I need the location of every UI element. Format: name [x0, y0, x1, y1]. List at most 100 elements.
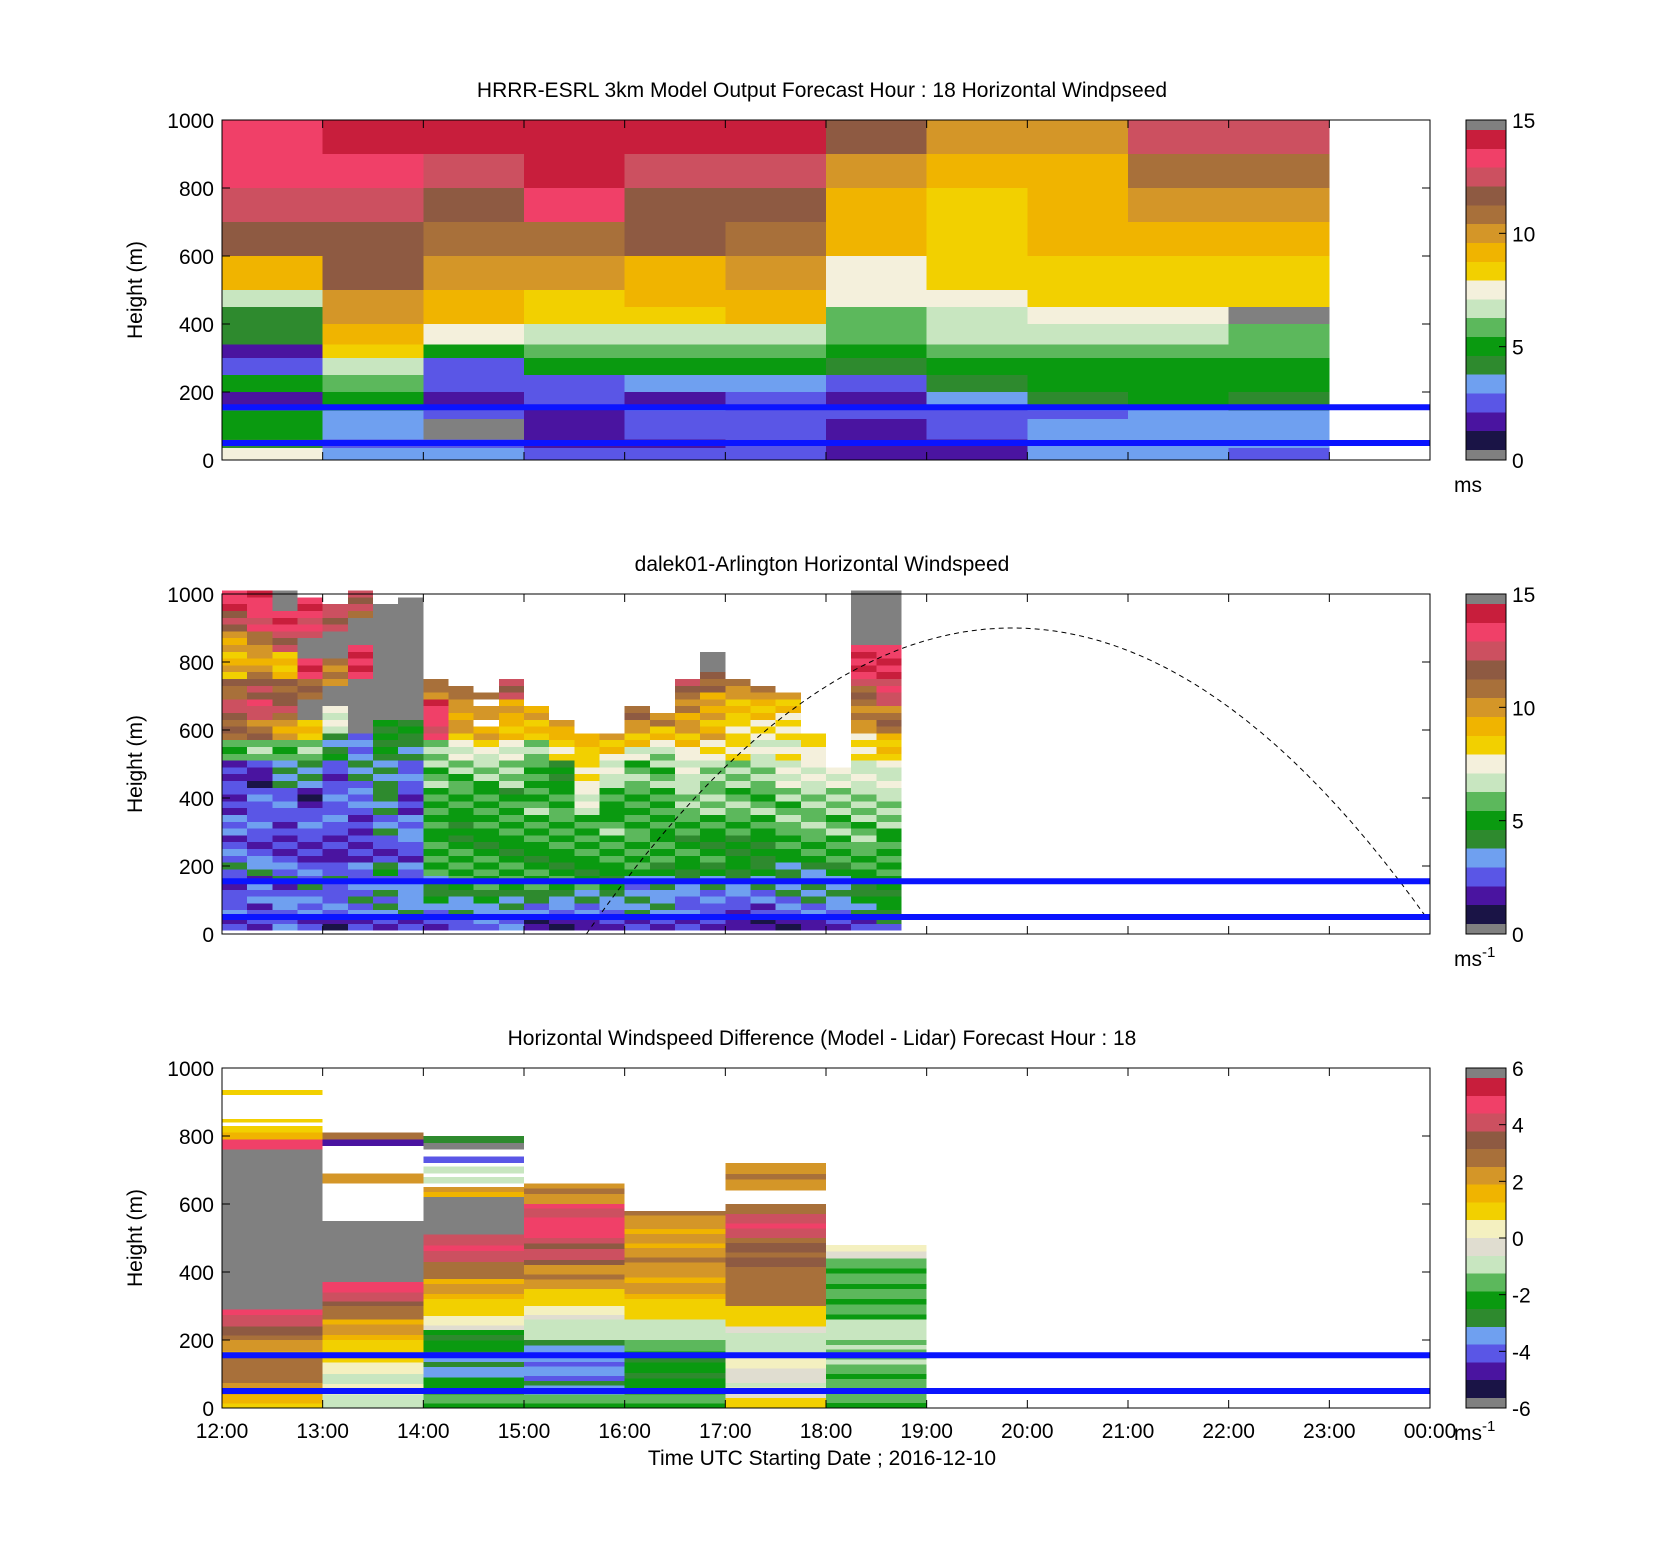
lidar-cell	[800, 760, 826, 768]
lidar-cell	[725, 787, 751, 795]
lidar-cell	[247, 767, 273, 775]
lidar-cell	[574, 842, 600, 849]
lidar-cell	[826, 828, 852, 836]
lidar-cell	[750, 883, 776, 890]
lidar-cell	[272, 651, 298, 659]
lidar-cell	[373, 740, 399, 747]
lidar-cell	[347, 645, 373, 652]
colorbar-swatch	[1466, 1362, 1506, 1381]
diff-cell	[624, 1373, 726, 1379]
lidar-cell	[700, 672, 726, 679]
diff-cell	[423, 1357, 524, 1363]
lidar-cell	[700, 713, 726, 720]
model-cell	[1228, 358, 1330, 375]
diff-cell	[826, 1374, 927, 1379]
lidar-cell	[851, 889, 877, 897]
lidar-cell	[750, 862, 776, 870]
lidar-cell	[247, 821, 273, 829]
diff-cell	[222, 1206, 323, 1212]
diff-cell	[524, 1232, 625, 1238]
lidar-cell	[423, 849, 449, 856]
diff-cell	[222, 1252, 323, 1258]
model-cell	[222, 188, 323, 222]
lidar-cell	[800, 747, 826, 754]
colorbar-tick-label: 0	[1512, 924, 1524, 947]
diff-cell	[222, 1165, 323, 1171]
diff-cell	[524, 1357, 625, 1362]
lidar-cell	[222, 903, 248, 911]
lidar-cell	[398, 719, 424, 727]
diff-cell	[725, 1257, 826, 1263]
lidar-cell	[775, 719, 801, 727]
colorbar-tick-label: 0	[1512, 1228, 1524, 1251]
lidar-cell	[272, 869, 298, 877]
diff-cell	[423, 1383, 524, 1389]
model-cell	[1128, 188, 1229, 222]
lidar-cell	[448, 883, 474, 890]
lidar-cell	[725, 726, 751, 734]
lidar-cell	[649, 794, 675, 802]
lidar-cell	[549, 774, 575, 781]
lidar-cell	[599, 774, 625, 781]
lidar-cell	[750, 787, 776, 795]
lidar-cell	[448, 760, 474, 768]
lidar-cell	[347, 604, 373, 611]
lidar-cell	[851, 794, 877, 802]
lidar-cell	[473, 821, 499, 829]
model-cell	[322, 344, 424, 358]
lidar-cell	[524, 855, 550, 863]
diff-cell	[222, 1335, 323, 1340]
lidar-cell	[624, 781, 650, 788]
diff-cell	[624, 1403, 726, 1408]
lidar-cell	[322, 828, 348, 836]
lidar-cell	[473, 753, 499, 761]
colorbar-swatch	[1466, 1095, 1506, 1114]
lidar-y-axis-label: Height (m)	[124, 715, 147, 813]
lidar-cell	[272, 617, 298, 625]
colorbar-swatch	[1466, 167, 1506, 187]
lidar-cell	[700, 821, 726, 829]
lidar-cell	[272, 638, 298, 645]
lidar-cell	[448, 740, 474, 747]
lidar-cell	[297, 760, 323, 768]
lidar-cell	[700, 869, 726, 877]
diff-cell	[524, 1300, 625, 1306]
lidar-cell	[272, 767, 298, 775]
lidar-cell	[473, 740, 499, 747]
diff-cell	[826, 1349, 927, 1355]
diff-cell	[524, 1340, 625, 1346]
lidar-cell	[423, 821, 449, 829]
lidar-cell	[448, 923, 474, 931]
model-cell	[624, 358, 726, 375]
diff-cell	[222, 1309, 323, 1316]
lidar-cell	[700, 883, 726, 890]
lidar-cell	[297, 774, 323, 781]
lidar-cell	[322, 658, 348, 666]
lidar-cell	[347, 617, 373, 625]
lidar-cell	[851, 760, 877, 768]
diff-cell	[423, 1346, 524, 1352]
lidar-cell	[851, 753, 877, 761]
diff-cell	[423, 1256, 524, 1262]
lidar-cell	[347, 821, 373, 829]
diff-cell	[222, 1299, 323, 1305]
lidar-cell	[851, 862, 877, 870]
y-tick-label: 600	[179, 1194, 214, 1217]
lidar-cell	[498, 685, 524, 693]
lidar-cell	[675, 787, 701, 795]
lidar-cell	[247, 713, 273, 720]
lidar-cell	[649, 781, 675, 788]
lidar-cell	[272, 842, 298, 849]
colorbar-over	[1466, 120, 1506, 130]
diff-cell	[826, 1263, 927, 1269]
model-cell	[1027, 256, 1128, 290]
lidar-cell	[574, 862, 600, 870]
model-cell	[1228, 410, 1330, 420]
diff-cell	[826, 1309, 927, 1315]
lidar-cell	[347, 862, 373, 870]
diff-cell	[624, 1238, 726, 1244]
lidar-cell	[347, 774, 373, 781]
colorbar-swatch	[1466, 1184, 1506, 1203]
diff-cell	[624, 1309, 726, 1315]
lidar-cell	[297, 910, 323, 917]
